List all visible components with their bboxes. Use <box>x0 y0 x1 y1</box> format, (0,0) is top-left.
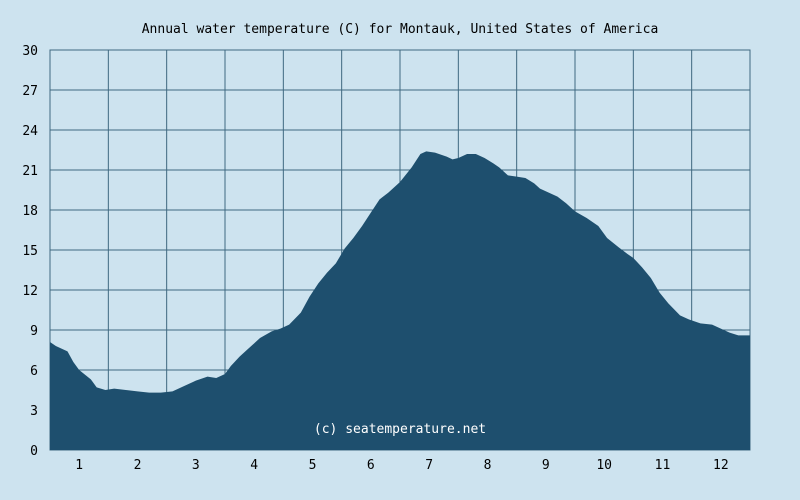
y-tick-label: 3 <box>30 404 38 419</box>
x-tick-label: 4 <box>250 458 258 473</box>
x-tick-label: 8 <box>484 458 492 473</box>
y-tick-label: 12 <box>22 284 38 299</box>
x-tick-label: 2 <box>134 458 142 473</box>
y-tick-label: 21 <box>22 164 38 179</box>
area-layer <box>50 151 750 450</box>
y-tick-label: 30 <box>22 44 38 59</box>
x-tick-label: 9 <box>542 458 550 473</box>
x-tick-label: 6 <box>367 458 375 473</box>
y-tick-label: 18 <box>22 204 38 219</box>
y-tick-label: 24 <box>22 124 38 139</box>
x-tick-label: 1 <box>75 458 83 473</box>
y-axis-tick-labels: 0 3 6 9 12 15 18 21 24 27 30 <box>22 44 38 459</box>
y-tick-label: 27 <box>22 84 38 99</box>
watermark-text: (c) seatemperature.net <box>314 422 486 437</box>
x-tick-label: 3 <box>192 458 200 473</box>
x-axis-tick-labels: 1 2 3 4 5 6 7 8 9 10 11 12 <box>75 458 728 473</box>
x-tick-label: 12 <box>713 458 729 473</box>
temperature-area-series <box>50 151 750 450</box>
chart-title: Annual water temperature (C) for Montauk… <box>142 22 659 37</box>
x-tick-label: 11 <box>655 458 671 473</box>
y-tick-label: 9 <box>30 324 38 339</box>
x-tick-label: 10 <box>596 458 612 473</box>
x-tick-label: 5 <box>309 458 317 473</box>
y-tick-label: 15 <box>22 244 38 259</box>
x-tick-label: 7 <box>425 458 433 473</box>
y-tick-label: 6 <box>30 364 38 379</box>
y-tick-label: 0 <box>30 444 38 459</box>
